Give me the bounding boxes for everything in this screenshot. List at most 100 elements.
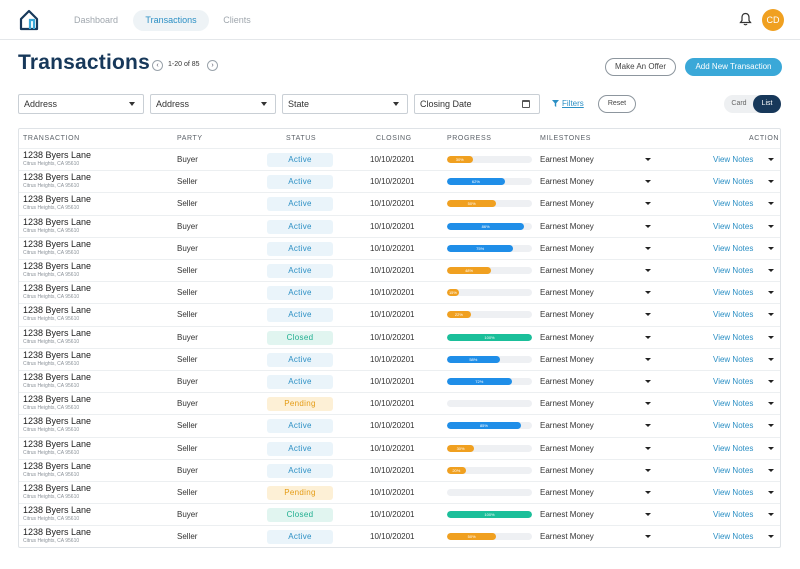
caret-down-icon[interactable] [645,291,651,295]
caret-down-icon[interactable] [768,491,774,494]
caret-down-icon[interactable] [768,291,774,295]
user-avatar[interactable]: CD [762,9,784,31]
caret-down-icon[interactable] [768,402,774,406]
nav-tab-clients[interactable]: Clients [223,15,251,25]
state-select[interactable]: State [282,94,408,114]
caret-down-icon[interactable] [768,224,774,228]
view-notes-link[interactable]: View Notes [713,532,754,542]
view-notes-link[interactable]: View Notes [713,465,754,475]
nav-tab-transactions[interactable]: Transactions [133,10,209,31]
table-row[interactable]: 1238 Byers Lane Citrus Heights, CA 95610 S… [19,170,780,192]
milestone-select[interactable]: Earnest Money [540,465,594,475]
home-logo-icon[interactable] [18,9,40,31]
caret-down-icon[interactable] [645,491,651,494]
table-row[interactable]: 1238 Byers Lane Citrus Heights, CA 95610 S… [19,525,780,547]
caret-down-icon[interactable] [645,224,651,228]
table-row[interactable]: 1238 Byers Lane Citrus Heights, CA 95610 S… [19,259,780,281]
view-notes-link[interactable]: View Notes [713,199,754,209]
table-row[interactable]: 1238 Byers Lane Citrus Heights, CA 95610 S… [19,414,780,436]
milestone-select[interactable]: Earnest Money [540,221,594,231]
view-notes-link[interactable]: View Notes [713,510,754,520]
make-offer-button[interactable]: Make An Offer [605,58,676,76]
table-row[interactable]: 1238 Byers Lane Citrus Heights, CA 95610 B… [19,214,780,237]
caret-down-icon[interactable] [645,335,651,339]
caret-down-icon[interactable] [645,446,651,450]
caret-down-icon[interactable] [768,313,774,317]
table-row[interactable]: 1238 Byers Lane Citrus Heights, CA 95610 S… [19,303,780,325]
milestone-select[interactable]: Earnest Money [540,243,594,253]
view-card-option[interactable]: Card [731,100,747,107]
caret-down-icon[interactable] [645,313,651,317]
view-notes-link[interactable]: View Notes [713,243,754,253]
caret-down-icon[interactable] [645,535,651,539]
caret-down-icon[interactable] [768,357,774,361]
caret-down-icon[interactable] [768,335,774,339]
address-select-2[interactable]: Address [150,94,276,114]
milestone-select[interactable]: Earnest Money [540,199,594,209]
add-transaction-button[interactable]: Add New Transaction [685,58,782,76]
view-notes-link[interactable]: View Notes [713,421,754,431]
view-notes-link[interactable]: View Notes [713,310,754,320]
next-page-button[interactable]: › [207,60,218,71]
caret-down-icon[interactable] [645,158,651,161]
milestone-select[interactable]: Earnest Money [540,266,594,275]
caret-down-icon[interactable] [768,513,774,517]
milestone-select[interactable]: Earnest Money [540,488,594,497]
caret-down-icon[interactable] [768,468,774,472]
closing-date-input[interactable]: Closing Date [414,94,540,114]
table-row[interactable]: 1238 Byers Lane Citrus Heights, CA 95610 S… [19,192,780,214]
view-notes-link[interactable]: View Notes [713,266,754,275]
view-notes-link[interactable]: View Notes [713,288,754,298]
reset-button[interactable]: Reset [598,95,636,113]
caret-down-icon[interactable] [768,446,774,450]
milestone-select[interactable]: Earnest Money [540,310,594,320]
milestone-select[interactable]: Earnest Money [540,443,594,453]
view-notes-link[interactable]: View Notes [713,443,754,453]
caret-down-icon[interactable] [645,246,651,250]
caret-down-icon[interactable] [768,158,774,161]
view-notes-link[interactable]: View Notes [713,354,754,364]
nav-tab-dashboard[interactable]: Dashboard [73,15,119,25]
milestone-select[interactable]: Earnest Money [540,421,594,431]
table-row[interactable]: 1238 Byers Lane Citrus Heights, CA 95610 B… [19,503,780,525]
caret-down-icon[interactable] [768,535,774,539]
table-row[interactable]: 1238 Byers Lane Citrus Heights, CA 95610 B… [19,236,780,259]
caret-down-icon[interactable] [645,202,651,206]
caret-down-icon[interactable] [645,357,651,361]
table-row[interactable]: 1238 Byers Lane Citrus Heights, CA 95610 B… [19,392,780,414]
table-row[interactable]: 1238 Byers Lane Citrus Heights, CA 95610 B… [19,325,780,348]
milestone-select[interactable]: Earnest Money [540,155,594,164]
caret-down-icon[interactable] [645,513,651,517]
view-notes-link[interactable]: View Notes [713,377,754,386]
caret-down-icon[interactable] [645,380,651,383]
caret-down-icon[interactable] [768,246,774,250]
view-list-option[interactable]: List [753,95,781,113]
view-notes-link[interactable]: View Notes [713,177,754,187]
caret-down-icon[interactable] [768,380,774,383]
milestone-select[interactable]: Earnest Money [540,288,594,298]
caret-down-icon[interactable] [768,424,774,428]
caret-down-icon[interactable] [645,269,651,272]
table-row[interactable]: 1238 Byers Lane Citrus Heights, CA 95610 S… [19,481,780,503]
milestone-select[interactable]: Earnest Money [540,354,594,364]
table-row[interactable]: 1238 Byers Lane Citrus Heights, CA 95610 S… [19,436,780,459]
view-notes-link[interactable]: View Notes [713,399,754,409]
view-notes-link[interactable]: View Notes [713,488,754,497]
milestone-select[interactable]: Earnest Money [540,510,594,520]
view-notes-link[interactable]: View Notes [713,221,754,231]
caret-down-icon[interactable] [645,402,651,406]
view-notes-link[interactable]: View Notes [713,332,754,342]
table-row[interactable]: 1238 Byers Lane Citrus Heights, CA 95610 S… [19,347,780,370]
address-select-1[interactable]: Address [18,94,144,114]
milestone-select[interactable]: Earnest Money [540,177,594,187]
caret-down-icon[interactable] [768,269,774,272]
caret-down-icon[interactable] [645,424,651,428]
milestone-select[interactable]: Earnest Money [540,332,594,342]
table-row[interactable]: 1238 Byers Lane Citrus Heights, CA 95610 S… [19,281,780,303]
prev-page-button[interactable]: ‹ [152,60,163,71]
filters-link[interactable]: Filters [562,99,584,108]
milestone-select[interactable]: Earnest Money [540,532,594,542]
table-row[interactable]: 1238 Byers Lane Citrus Heights, CA 95610 B… [19,458,780,481]
table-row[interactable]: 1238 Byers Lane Citrus Heights, CA 95610 B… [19,148,780,170]
caret-down-icon[interactable] [645,468,651,472]
